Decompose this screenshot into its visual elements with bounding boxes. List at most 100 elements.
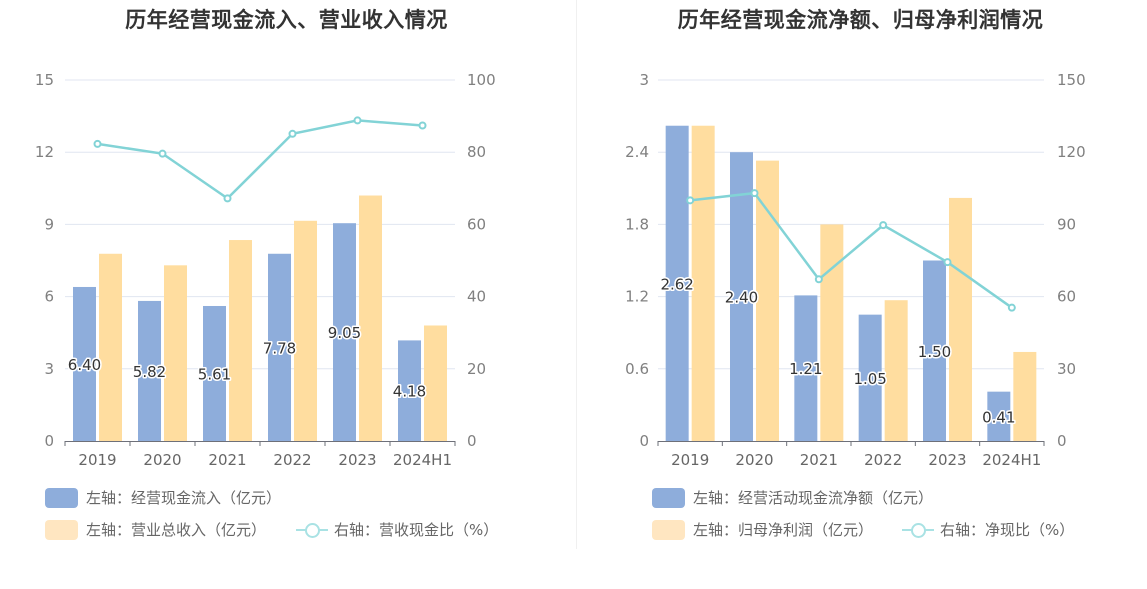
bar-primary xyxy=(987,391,1011,441)
bar-primary xyxy=(333,223,356,441)
bar-primary xyxy=(665,125,689,441)
x-tick-label: 2021 xyxy=(208,451,246,469)
legend-label: 右轴：营收现金比（%） xyxy=(334,521,499,539)
bar-primary xyxy=(794,295,818,441)
line-point xyxy=(158,149,167,158)
x-tick-label: 2020 xyxy=(143,451,181,469)
legend-item-cash-inflow[interactable]: 左轴：经营现金流入（亿元） xyxy=(45,487,281,508)
legend-item-net-cash-ratio[interactable]: 右轴：净现比（%） xyxy=(902,519,1074,540)
bar-data-label: 5.61 xyxy=(198,365,231,383)
bar-secondary xyxy=(884,300,908,441)
y-left-tick-label: 12 xyxy=(35,143,54,161)
bar-secondary xyxy=(229,240,252,441)
line-series xyxy=(690,191,1013,309)
bar-data-label: 7.78 xyxy=(263,339,296,357)
bar-primary xyxy=(730,152,753,441)
bar-secondary xyxy=(820,224,844,441)
x-tick-label: 2020 xyxy=(735,451,773,469)
line-point xyxy=(418,121,427,130)
bar-secondary xyxy=(949,197,972,441)
bar-data-label: 1.50 xyxy=(918,343,951,361)
bar-primary xyxy=(138,300,161,441)
chart-title: 历年经营现金流净额、归母净利润情况 xyxy=(677,8,1044,32)
line-point xyxy=(879,221,888,230)
y-right-tick-label: 40 xyxy=(467,288,486,306)
legend-swatch xyxy=(45,487,78,508)
bar-primary xyxy=(203,305,226,441)
bar-data-label: 1.21 xyxy=(789,360,822,378)
legend-item-revenue-cash-ratio[interactable]: 右轴：营收现金比（%） xyxy=(296,519,498,540)
bar-secondary xyxy=(359,195,382,441)
y-right-tick-label: 60 xyxy=(1057,288,1076,306)
line-point xyxy=(223,194,232,203)
bar-secondary xyxy=(691,125,715,441)
x-tick-label: 2024H1 xyxy=(393,451,452,469)
line-point xyxy=(93,139,102,148)
y-right-tick-label: 90 xyxy=(1057,215,1076,233)
line-series xyxy=(97,119,423,201)
legend-item-net-profit[interactable]: 左轴：归母净利润（亿元） xyxy=(652,519,873,540)
bar-primary xyxy=(398,340,421,441)
y-left-tick-label: 6 xyxy=(44,288,54,306)
panel-divider xyxy=(576,0,577,549)
y-left-tick-label: 3 xyxy=(44,360,54,378)
legend-swatch xyxy=(45,519,78,540)
x-tick-label: 2022 xyxy=(273,451,311,469)
line-point xyxy=(750,189,759,198)
bar-primary xyxy=(268,253,291,441)
y-right-tick-label: 0 xyxy=(1057,432,1067,450)
line-point xyxy=(686,196,695,205)
y-left-tick-label: 0 xyxy=(44,432,54,450)
bar-primary xyxy=(73,286,96,441)
legend-label: 右轴：净现比（%） xyxy=(940,521,1075,539)
x-tick-label: 2023 xyxy=(338,451,376,469)
y-right-tick-label: 80 xyxy=(467,143,486,161)
y-right-tick-label: 100 xyxy=(467,71,496,89)
line-marker-icon xyxy=(296,520,328,540)
y-left-tick-label: 0.6 xyxy=(625,360,649,378)
bar-secondary xyxy=(294,220,317,441)
chart-plot-area: 0 3 6 9 12 15 0 20 40 60 80 100 2019 2020 2021 2022 2023… xyxy=(35,71,496,469)
bar-secondary xyxy=(756,160,779,441)
bar-data-label: 6.40 xyxy=(68,356,101,374)
x-tick-label: 2023 xyxy=(928,451,966,469)
legend-label: 左轴：营业总收入（亿元） xyxy=(86,521,267,539)
y-left-tick-label: 3 xyxy=(639,71,649,89)
line-point xyxy=(814,275,823,284)
y-right-tick-label: 20 xyxy=(467,360,486,378)
legend-label: 左轴：经营现金流入（亿元） xyxy=(86,489,282,507)
chart-panel-net-cash-profit: 历年经营现金流净额、归母净利润情况 0 0.6 1.2 1.8 2.4 3 0 30 60 90 1… xyxy=(574,0,1147,589)
bar-data-label: 9.05 xyxy=(328,324,361,342)
y-left-tick-label: 1.2 xyxy=(625,288,649,306)
line-point xyxy=(943,258,952,267)
line-point xyxy=(288,129,297,138)
bar-data-label: 2.62 xyxy=(660,275,693,293)
y-right-tick-label: 30 xyxy=(1057,360,1076,378)
x-tick-label: 2022 xyxy=(864,451,902,469)
line-point xyxy=(353,116,362,125)
bar-primary xyxy=(858,314,882,441)
y-right-tick-label: 0 xyxy=(467,432,477,450)
x-tick-label: 2019 xyxy=(78,451,116,469)
bar-data-label: 5.82 xyxy=(133,363,166,381)
y-left-tick-label: 0 xyxy=(639,432,649,450)
line-point xyxy=(1007,303,1016,312)
legend-swatch xyxy=(652,519,685,540)
y-left-tick-label: 9 xyxy=(44,215,54,233)
legend-label: 左轴：经营活动现金流净额（亿元） xyxy=(693,489,934,507)
legend-label: 左轴：归母净利润（亿元） xyxy=(693,521,874,539)
y-left-tick-label: 2.4 xyxy=(625,143,649,161)
line-marker-icon xyxy=(902,520,934,540)
bar-data-label: 1.05 xyxy=(853,370,886,388)
bar-data-label: 4.18 xyxy=(393,383,426,401)
legend-item-net-operating-cash[interactable]: 左轴：经营活动现金流净额（亿元） xyxy=(652,487,933,508)
y-right-tick-label: 60 xyxy=(467,215,486,233)
bar-data-label: 2.40 xyxy=(725,289,758,307)
bar-secondary xyxy=(424,325,447,441)
y-left-tick-label: 1.8 xyxy=(625,215,649,233)
y-right-tick-label: 120 xyxy=(1057,143,1086,161)
chart-panel-cash-inflow-revenue: 历年经营现金流入、营业收入情况 0 3 6 9 12 15 0 20 40 60 80 100 2019… xyxy=(0,0,573,589)
legend-item-revenue[interactable]: 左轴：营业总收入（亿元） xyxy=(45,519,266,540)
x-tick-label: 2024H1 xyxy=(982,451,1041,469)
